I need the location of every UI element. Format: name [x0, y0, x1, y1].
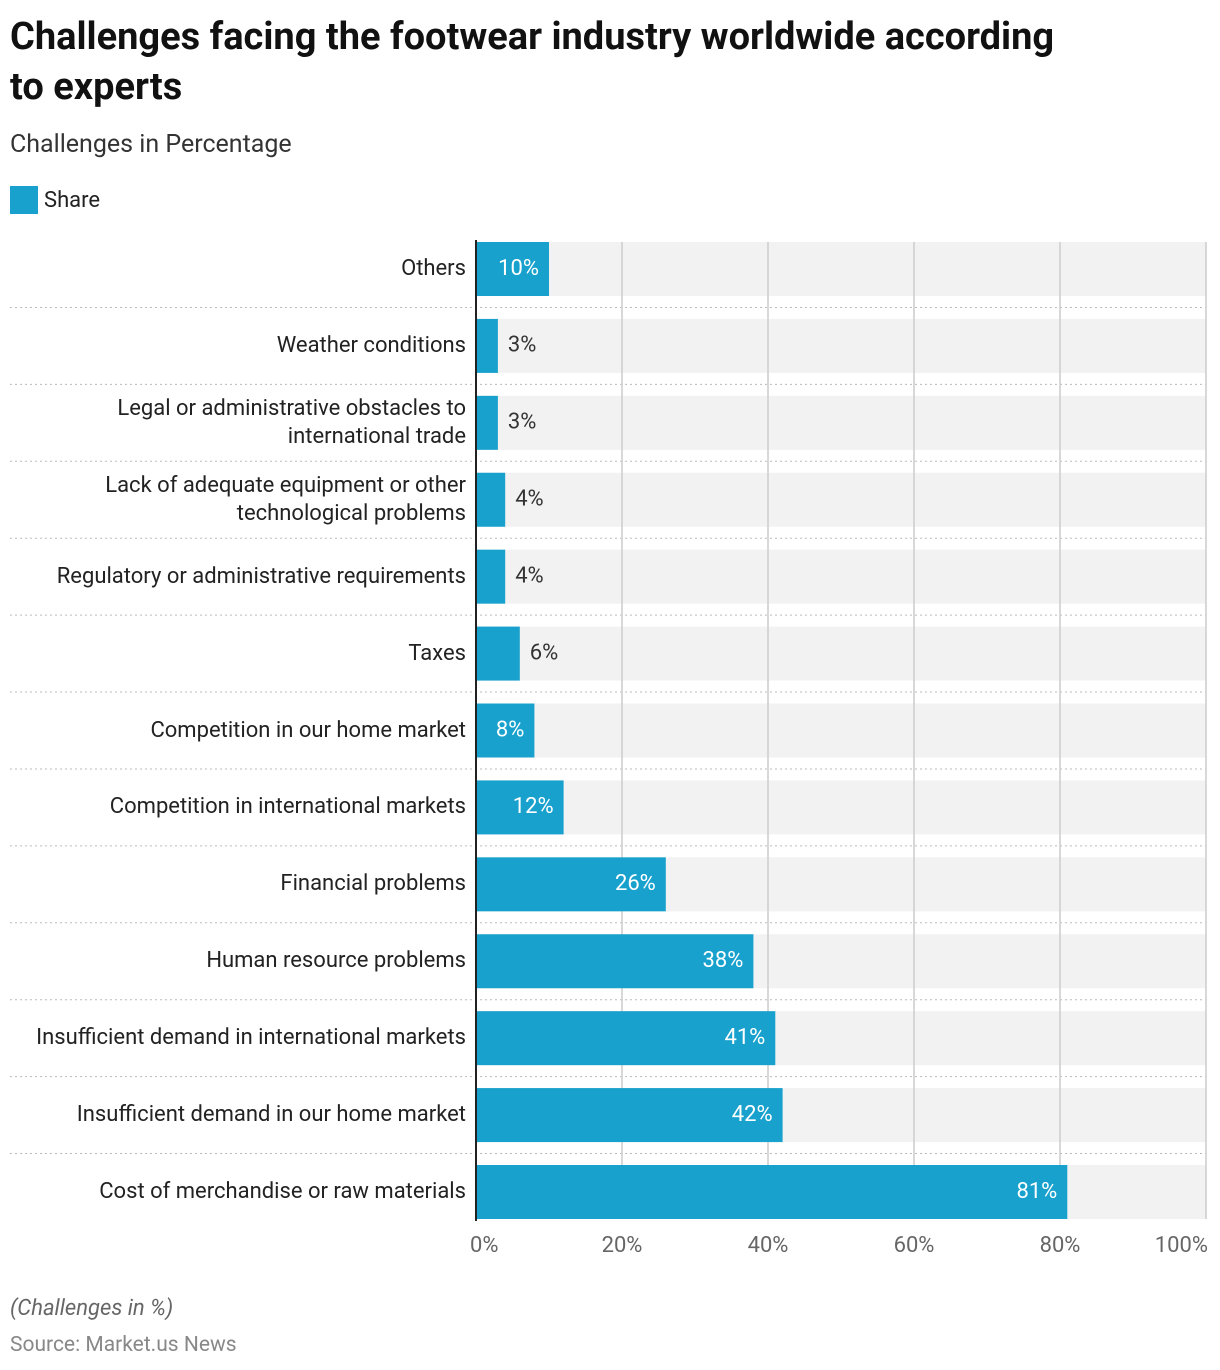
x-tick-label: 20%: [602, 1233, 643, 1258]
row-background: [476, 318, 1206, 373]
row-background: [476, 549, 1206, 604]
bar: [476, 318, 498, 373]
x-tick-label: 100%: [1155, 1233, 1208, 1258]
chart-subtitle: Challenges in Percentage: [10, 130, 292, 159]
y-tick-label: Weather conditions: [276, 332, 466, 358]
bar: [476, 1011, 776, 1066]
bar: [476, 780, 564, 835]
y-tick-label: Legal or administrative obstacles to int…: [117, 395, 466, 449]
row-background: [476, 703, 1206, 758]
y-tick-label: Competition in international markets: [109, 794, 466, 820]
row-background: [476, 472, 1206, 527]
x-tick-label: 40%: [748, 1233, 789, 1258]
y-tick-label: Cost of merchandise or raw materials: [99, 1179, 466, 1204]
bar: [476, 1165, 1068, 1219]
bar: [476, 1088, 783, 1143]
bar: [476, 549, 506, 604]
value-label: 81%: [1016, 1179, 1057, 1204]
value-label: 26%: [615, 871, 656, 896]
value-label: 42%: [732, 1102, 773, 1127]
value-label: 41%: [724, 1025, 765, 1050]
y-tick-label: Competition in our home market: [150, 717, 466, 743]
bar: [476, 703, 535, 758]
note: (Challenges in %): [10, 1296, 174, 1321]
y-tick-label: Insufficient demand in international mar…: [36, 1025, 466, 1051]
value-label: 4%: [515, 563, 543, 588]
y-tick-label: Others: [401, 256, 466, 281]
y-tick-label: Lack of adequate equipment or other tech…: [105, 472, 466, 526]
value-label: 10%: [498, 256, 539, 281]
x-tick-label: 0%: [470, 1233, 498, 1258]
y-tick-label: Human resource problems: [206, 948, 466, 974]
x-tick-label: 80%: [1040, 1233, 1081, 1258]
bar: [476, 242, 549, 296]
row-background: [476, 242, 1206, 296]
bar: [476, 626, 520, 681]
row-background: [476, 780, 1206, 835]
legend-label: Share: [44, 187, 101, 213]
bar: [476, 395, 498, 450]
y-tick-label: Financial problems: [280, 871, 466, 897]
value-label: 8%: [496, 717, 524, 742]
row-background: [476, 626, 1206, 681]
y-tick-label: Taxes: [408, 640, 466, 666]
x-tick-label: 60%: [894, 1233, 935, 1258]
legend: Share: [10, 186, 100, 214]
legend-swatch: [10, 186, 38, 214]
value-label: 38%: [703, 948, 744, 973]
value-label: 12%: [513, 794, 554, 819]
source: Source: Market.us News: [10, 1333, 237, 1357]
value-label: 6%: [530, 640, 558, 665]
bar: [476, 472, 506, 527]
bar: [476, 857, 666, 912]
row-background: [476, 395, 1206, 450]
bar: [476, 934, 754, 989]
value-label: 3%: [508, 333, 536, 358]
y-tick-label: Regulatory or administrative requirement…: [56, 563, 466, 589]
value-label: 4%: [515, 487, 543, 512]
chart-title: Challenges facing the footwear industry …: [10, 15, 1055, 109]
y-tick-label: Insufficient demand in our home market: [76, 1102, 466, 1128]
value-label: 3%: [508, 410, 536, 435]
